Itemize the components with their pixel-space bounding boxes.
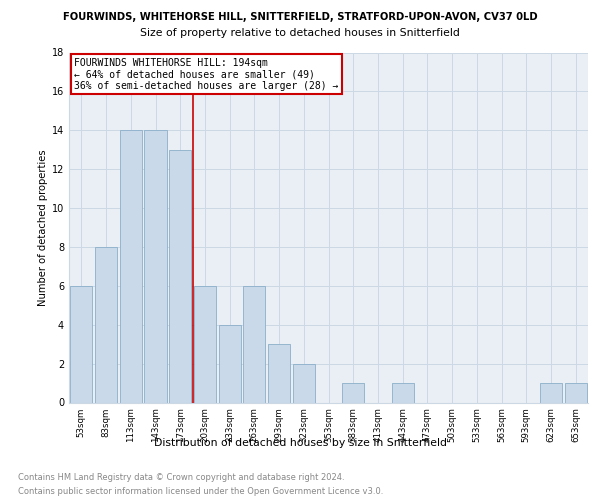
Text: FOURWINDS WHITEHORSE HILL: 194sqm
← 64% of detached houses are smaller (49)
36% : FOURWINDS WHITEHORSE HILL: 194sqm ← 64% …	[74, 58, 338, 91]
Text: FOURWINDS, WHITEHORSE HILL, SNITTERFIELD, STRATFORD-UPON-AVON, CV37 0LD: FOURWINDS, WHITEHORSE HILL, SNITTERFIELD…	[62, 12, 538, 22]
Bar	[392, 383, 414, 402]
Bar	[293, 364, 315, 403]
Bar	[95, 247, 117, 402]
Bar	[145, 130, 167, 402]
Y-axis label: Number of detached properties: Number of detached properties	[38, 149, 47, 306]
Bar	[540, 383, 562, 402]
Bar	[194, 286, 216, 403]
Text: Distribution of detached houses by size in Snitterfield: Distribution of detached houses by size …	[154, 438, 446, 448]
Text: Contains HM Land Registry data © Crown copyright and database right 2024.: Contains HM Land Registry data © Crown c…	[18, 472, 344, 482]
Bar	[268, 344, 290, 403]
Bar	[342, 383, 364, 402]
Text: Size of property relative to detached houses in Snitterfield: Size of property relative to detached ho…	[140, 28, 460, 38]
Bar	[119, 130, 142, 402]
Bar	[70, 286, 92, 403]
Bar	[565, 383, 587, 402]
Text: Contains public sector information licensed under the Open Government Licence v3: Contains public sector information licen…	[18, 488, 383, 496]
Bar	[243, 286, 265, 403]
Bar	[169, 150, 191, 402]
Bar	[218, 324, 241, 402]
